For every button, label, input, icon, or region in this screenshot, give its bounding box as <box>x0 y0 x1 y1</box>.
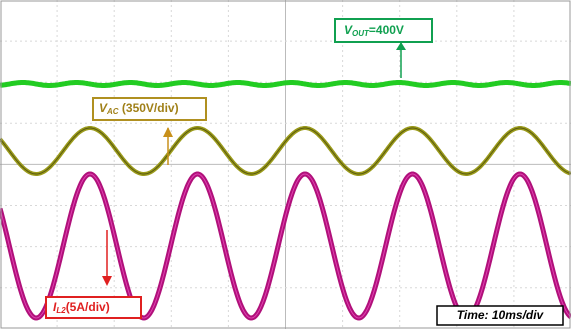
il2-text: (5A/div) <box>66 300 110 314</box>
vout-trace <box>0 83 571 86</box>
page: VOUT=400V VAC (350V/div) IL2(5A/div) Tim… <box>0 0 571 329</box>
vout-text: =400V <box>369 23 404 37</box>
vac-text: (350V/div) <box>119 101 179 115</box>
oscilloscope-screen: VOUT=400V VAC (350V/div) IL2(5A/div) Tim… <box>0 0 571 329</box>
vac-subscript: AC <box>106 107 119 116</box>
vout-subscript: OUT <box>352 29 370 38</box>
time-label: Time: 10ms/div <box>457 308 545 322</box>
